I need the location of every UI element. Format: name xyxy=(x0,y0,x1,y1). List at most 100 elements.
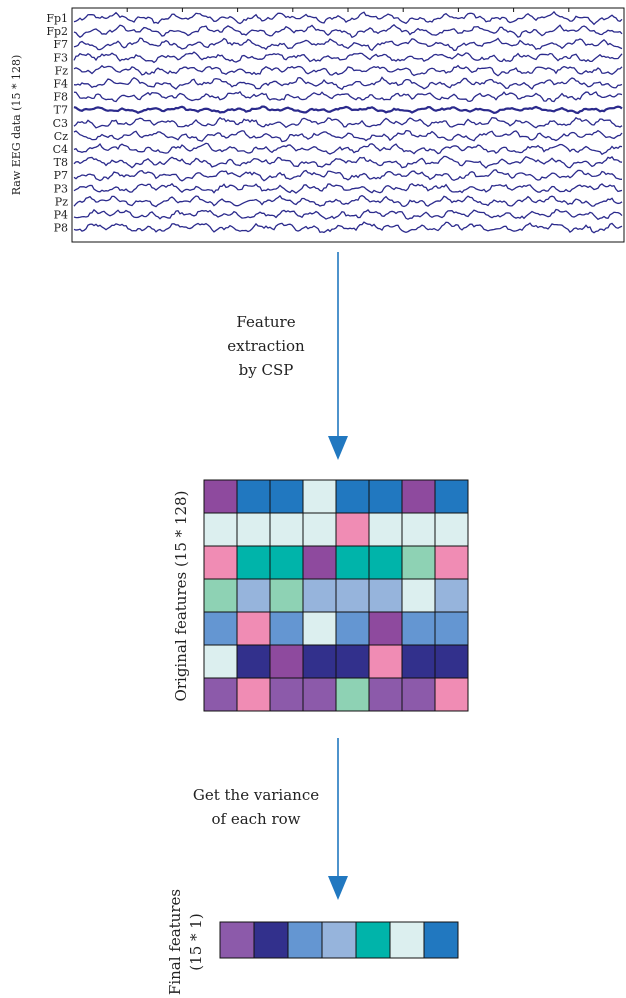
eeg-trace-line xyxy=(73,10,623,26)
original-feature-cell xyxy=(236,611,271,646)
final-feature-cell xyxy=(321,921,357,959)
original-feature-cell xyxy=(368,479,403,514)
original-feature-cell xyxy=(203,578,238,613)
arrow-feature-extraction xyxy=(328,252,348,460)
eeg-traces xyxy=(73,10,623,234)
eeg-trace-line xyxy=(73,169,623,182)
original-feature-cell xyxy=(269,512,304,547)
step1-caption: Feature extraction by CSP xyxy=(227,313,305,379)
original-feature-cell xyxy=(236,479,271,514)
original-feature-cell xyxy=(401,644,436,679)
eeg-trace-line xyxy=(73,23,623,39)
original-feature-cell xyxy=(434,512,469,547)
original-feature-cell xyxy=(203,479,238,514)
original-feature-cell xyxy=(335,512,370,547)
eeg-trace-line xyxy=(73,194,623,208)
final-feature-cell xyxy=(287,921,323,959)
original-feature-cell xyxy=(269,578,304,613)
original-feature-cell xyxy=(269,644,304,679)
eeg-channel-label: P4 xyxy=(54,209,68,222)
eeg-trace-line xyxy=(73,64,623,77)
eeg-channel-label: F4 xyxy=(53,78,68,91)
original-feature-cell xyxy=(368,677,403,712)
raw-eeg-panel: Raw EEG data (15 * 128) Fp1Fp2F7F3FzF4F8… xyxy=(10,7,625,243)
eeg-trace-line xyxy=(73,142,623,156)
original-feature-cell xyxy=(335,545,370,580)
eeg-trace-line xyxy=(73,208,623,221)
original-feature-cell xyxy=(434,479,469,514)
eeg-channel-label: F3 xyxy=(53,51,68,64)
eeg-trace-line xyxy=(73,221,623,234)
original-feature-cell xyxy=(434,578,469,613)
original-feature-cell xyxy=(302,611,337,646)
original-feature-cell xyxy=(269,611,304,646)
eeg-channel-label: T8 xyxy=(54,156,68,169)
arrow-variance xyxy=(328,738,348,900)
original-feature-cell xyxy=(434,677,469,712)
original-feature-cell xyxy=(302,677,337,712)
eeg-trace-line xyxy=(73,182,623,194)
eeg-ticks xyxy=(71,8,625,12)
original-feature-cell xyxy=(401,578,436,613)
step1-line-2: extraction xyxy=(227,337,305,355)
arrow-head xyxy=(328,436,348,460)
eeg-channel-label: Fp1 xyxy=(46,12,68,25)
original-feature-cell xyxy=(203,677,238,712)
original-feature-cell xyxy=(203,512,238,547)
eeg-channel-label: Fz xyxy=(55,64,69,77)
eeg-trace-line xyxy=(73,116,623,129)
eeg-channel-label: P7 xyxy=(54,169,68,182)
eeg-trace-line xyxy=(73,76,623,91)
eeg-channel-label: P3 xyxy=(54,182,68,195)
original-feature-cell xyxy=(236,644,271,679)
eeg-y-axis-label: Raw EEG data (15 * 128) xyxy=(10,55,23,196)
original-feature-cell xyxy=(269,545,304,580)
original-feature-cell xyxy=(236,578,271,613)
original-feature-cell xyxy=(368,578,403,613)
original-feature-cell xyxy=(236,512,271,547)
eeg-trace-line xyxy=(73,129,623,143)
original-feature-cell xyxy=(302,479,337,514)
original-feature-cell xyxy=(335,611,370,646)
original-feature-cell xyxy=(368,611,403,646)
step2-line-1: Get the variance xyxy=(193,786,319,804)
original-features-panel: Original features (15 * 128) xyxy=(172,479,469,712)
step2-caption: Get the variance of each row xyxy=(193,786,319,828)
final-features-label-2: (15 * 1) xyxy=(187,913,205,970)
original-feature-cell xyxy=(335,677,370,712)
arrow-head-2 xyxy=(328,876,348,900)
eeg-channel-label: C4 xyxy=(53,143,68,156)
original-feature-cell xyxy=(335,479,370,514)
original-feature-cell xyxy=(335,578,370,613)
final-features-row xyxy=(219,921,459,959)
original-feature-cell xyxy=(401,677,436,712)
final-features-panel: Final features (15 * 1) xyxy=(166,889,459,995)
final-feature-cell xyxy=(219,921,255,959)
original-feature-cell xyxy=(269,677,304,712)
final-feature-cell xyxy=(423,921,459,959)
step1-line-3: by CSP xyxy=(239,361,294,379)
original-feature-cell xyxy=(203,644,238,679)
original-feature-cell xyxy=(269,479,304,514)
original-feature-cell xyxy=(302,644,337,679)
eeg-trace-line xyxy=(73,155,623,169)
original-feature-cell xyxy=(434,611,469,646)
eeg-channel-label: Fp2 xyxy=(46,25,68,38)
eeg-trace-line xyxy=(73,105,623,115)
eeg-channel-label: C3 xyxy=(53,117,68,130)
original-feature-cell xyxy=(335,644,370,679)
final-feature-cell xyxy=(355,921,391,959)
original-feature-cell xyxy=(302,512,337,547)
original-feature-cell xyxy=(401,545,436,580)
original-feature-cell xyxy=(434,644,469,679)
original-features-label: Original features (15 * 128) xyxy=(172,491,190,702)
eeg-channel-label: F7 xyxy=(53,38,68,51)
eeg-channel-label: Pz xyxy=(55,195,68,208)
eeg-channel-label: F8 xyxy=(53,91,68,104)
original-feature-cell xyxy=(368,644,403,679)
final-feature-cell xyxy=(389,921,425,959)
eeg-channel-label: Cz xyxy=(54,130,68,143)
original-feature-cell xyxy=(368,512,403,547)
original-feature-cell xyxy=(368,545,403,580)
